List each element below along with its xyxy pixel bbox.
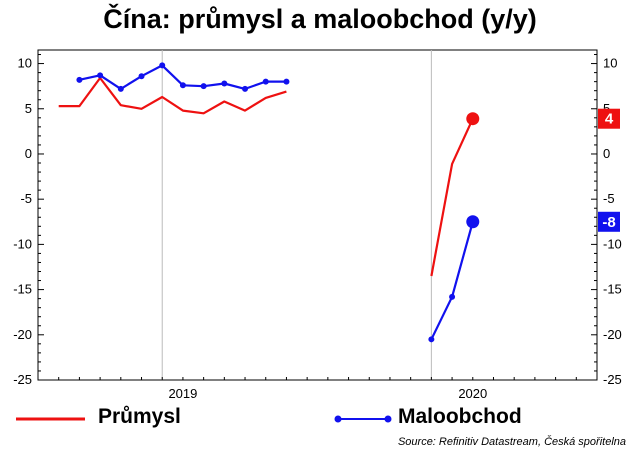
series-line-prumysl-0 — [58, 76, 287, 115]
point-maloobchod — [138, 73, 145, 80]
y-tick-label-right: -5 — [603, 191, 615, 206]
y-tick-label-left: -10 — [13, 236, 32, 251]
last-value-tag-prumysl — [598, 108, 620, 129]
y-tick-label-right: -15 — [603, 282, 622, 297]
y-tick-label-right: 0 — [603, 146, 610, 161]
point-maloobchod — [221, 80, 228, 87]
legend-label-prumysl: Průmysl — [98, 405, 181, 428]
plot-border — [37, 49, 598, 381]
point-maloobchod — [428, 336, 435, 343]
y-tick-label-right: -25 — [603, 372, 622, 387]
point-maloobchod — [159, 62, 166, 69]
y-axis-right: 10 5 0 -5 -10 -15 -20 -25 — [591, 54, 622, 387]
y-tick-label-right: 5 — [603, 101, 610, 116]
legend-marker-maloobchod-start — [334, 415, 342, 423]
point-maloobchod — [262, 78, 269, 85]
legend-marker-maloobchod-end — [384, 415, 392, 423]
y-tick-label-left: -25 — [13, 372, 32, 387]
x-axis: 2019 2020 — [37, 377, 598, 401]
y-tick-label-left: 0 — [25, 146, 32, 161]
y-axis-left: 10 5 0 -5 -10 -15 -20 -25 — [13, 54, 44, 387]
point-maloobchod — [242, 85, 249, 92]
source-note: Source: Refinitiv Datastream, Česká spoř… — [397, 436, 626, 448]
last-value-label-maloobchod: -8 — [602, 214, 615, 231]
y-tick-label-right: 10 — [603, 56, 617, 71]
legend-label-maloobchod: Maloobchod — [398, 405, 522, 428]
point-maloobchod — [76, 76, 83, 83]
last-value-tag-maloobchod — [598, 211, 620, 232]
last-value-label-prumysl: 4 — [605, 111, 614, 128]
point-maloobchod — [200, 83, 207, 90]
point-maloobchod — [97, 72, 104, 79]
point-maloobchod — [179, 82, 186, 89]
y-tick-label-left: -5 — [20, 191, 32, 206]
y-tick-label-left: 5 — [25, 101, 32, 116]
grid — [161, 50, 432, 380]
series-line-prumysl-1 — [430, 118, 474, 277]
y-tick-label-right: -10 — [603, 236, 622, 251]
series-layer — [58, 62, 480, 343]
last-point-prumysl — [466, 112, 480, 126]
legend-marks — [16, 415, 392, 423]
y-tick-label-left: -15 — [13, 282, 32, 297]
last-value-tags: 4 -8 — [598, 108, 620, 232]
point-maloobchod — [283, 78, 290, 85]
chart-title: Čína: průmysl a maloobchod (y/y) — [103, 4, 537, 34]
last-point-maloobchod — [466, 215, 480, 229]
plot-frame — [37, 49, 598, 381]
point-maloobchod — [117, 85, 124, 92]
y-tick-label-left: 10 — [18, 56, 32, 71]
y-tick-label-left: -20 — [13, 327, 32, 342]
x-tick-label-2020: 2020 — [458, 386, 487, 401]
y-tick-label-right: -20 — [603, 327, 622, 342]
point-maloobchod — [449, 293, 456, 300]
x-tick-label-2019: 2019 — [168, 386, 197, 401]
